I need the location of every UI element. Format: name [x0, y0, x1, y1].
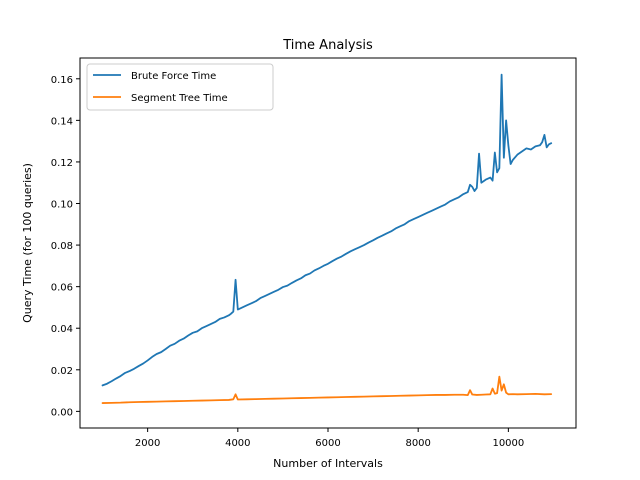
y-tick-label: 0.00: [51, 407, 73, 418]
series-line-brute-force: [101, 73, 553, 387]
plot-frame: [79, 57, 577, 429]
y-tick-label: 0.06: [51, 283, 73, 294]
y-tick-label: 0.02: [51, 366, 73, 377]
y-tick-label: 0.14: [51, 116, 73, 127]
y-tick-label: 0.16: [51, 75, 73, 86]
plot-area: [101, 73, 553, 404]
y-axis: 0.00 0.02 0.04 0.06 0.08 0.10 0.12 0.14 0.16: [51, 75, 80, 418]
series-line-segment-tree: [101, 375, 553, 404]
x-tick-label: 4000: [225, 438, 250, 449]
chart-title: Time Analysis: [282, 38, 373, 53]
legend-label-brute-force: Brute Force Time: [131, 71, 216, 82]
y-tick-label: 0.04: [51, 324, 73, 335]
x-tick-label: 2000: [135, 438, 160, 449]
legend: Brute Force Time Segment Tree Time: [86, 63, 274, 111]
y-axis-label: Query Time (for 100 queries): [21, 163, 34, 323]
legend-box: [86, 63, 274, 111]
x-tick-label: 10000: [492, 438, 524, 449]
x-axis-label: Number of Intervals: [273, 457, 383, 470]
y-tick-label: 0.10: [51, 200, 73, 211]
x-tick-label: 8000: [405, 438, 430, 449]
x-tick-label: 6000: [315, 438, 340, 449]
legend-label-segment-tree: Segment Tree Time: [131, 93, 228, 104]
x-axis: 2000 4000 6000 8000 10000: [135, 428, 524, 449]
y-tick-label: 0.08: [51, 241, 73, 252]
y-tick-label: 0.12: [51, 158, 73, 169]
